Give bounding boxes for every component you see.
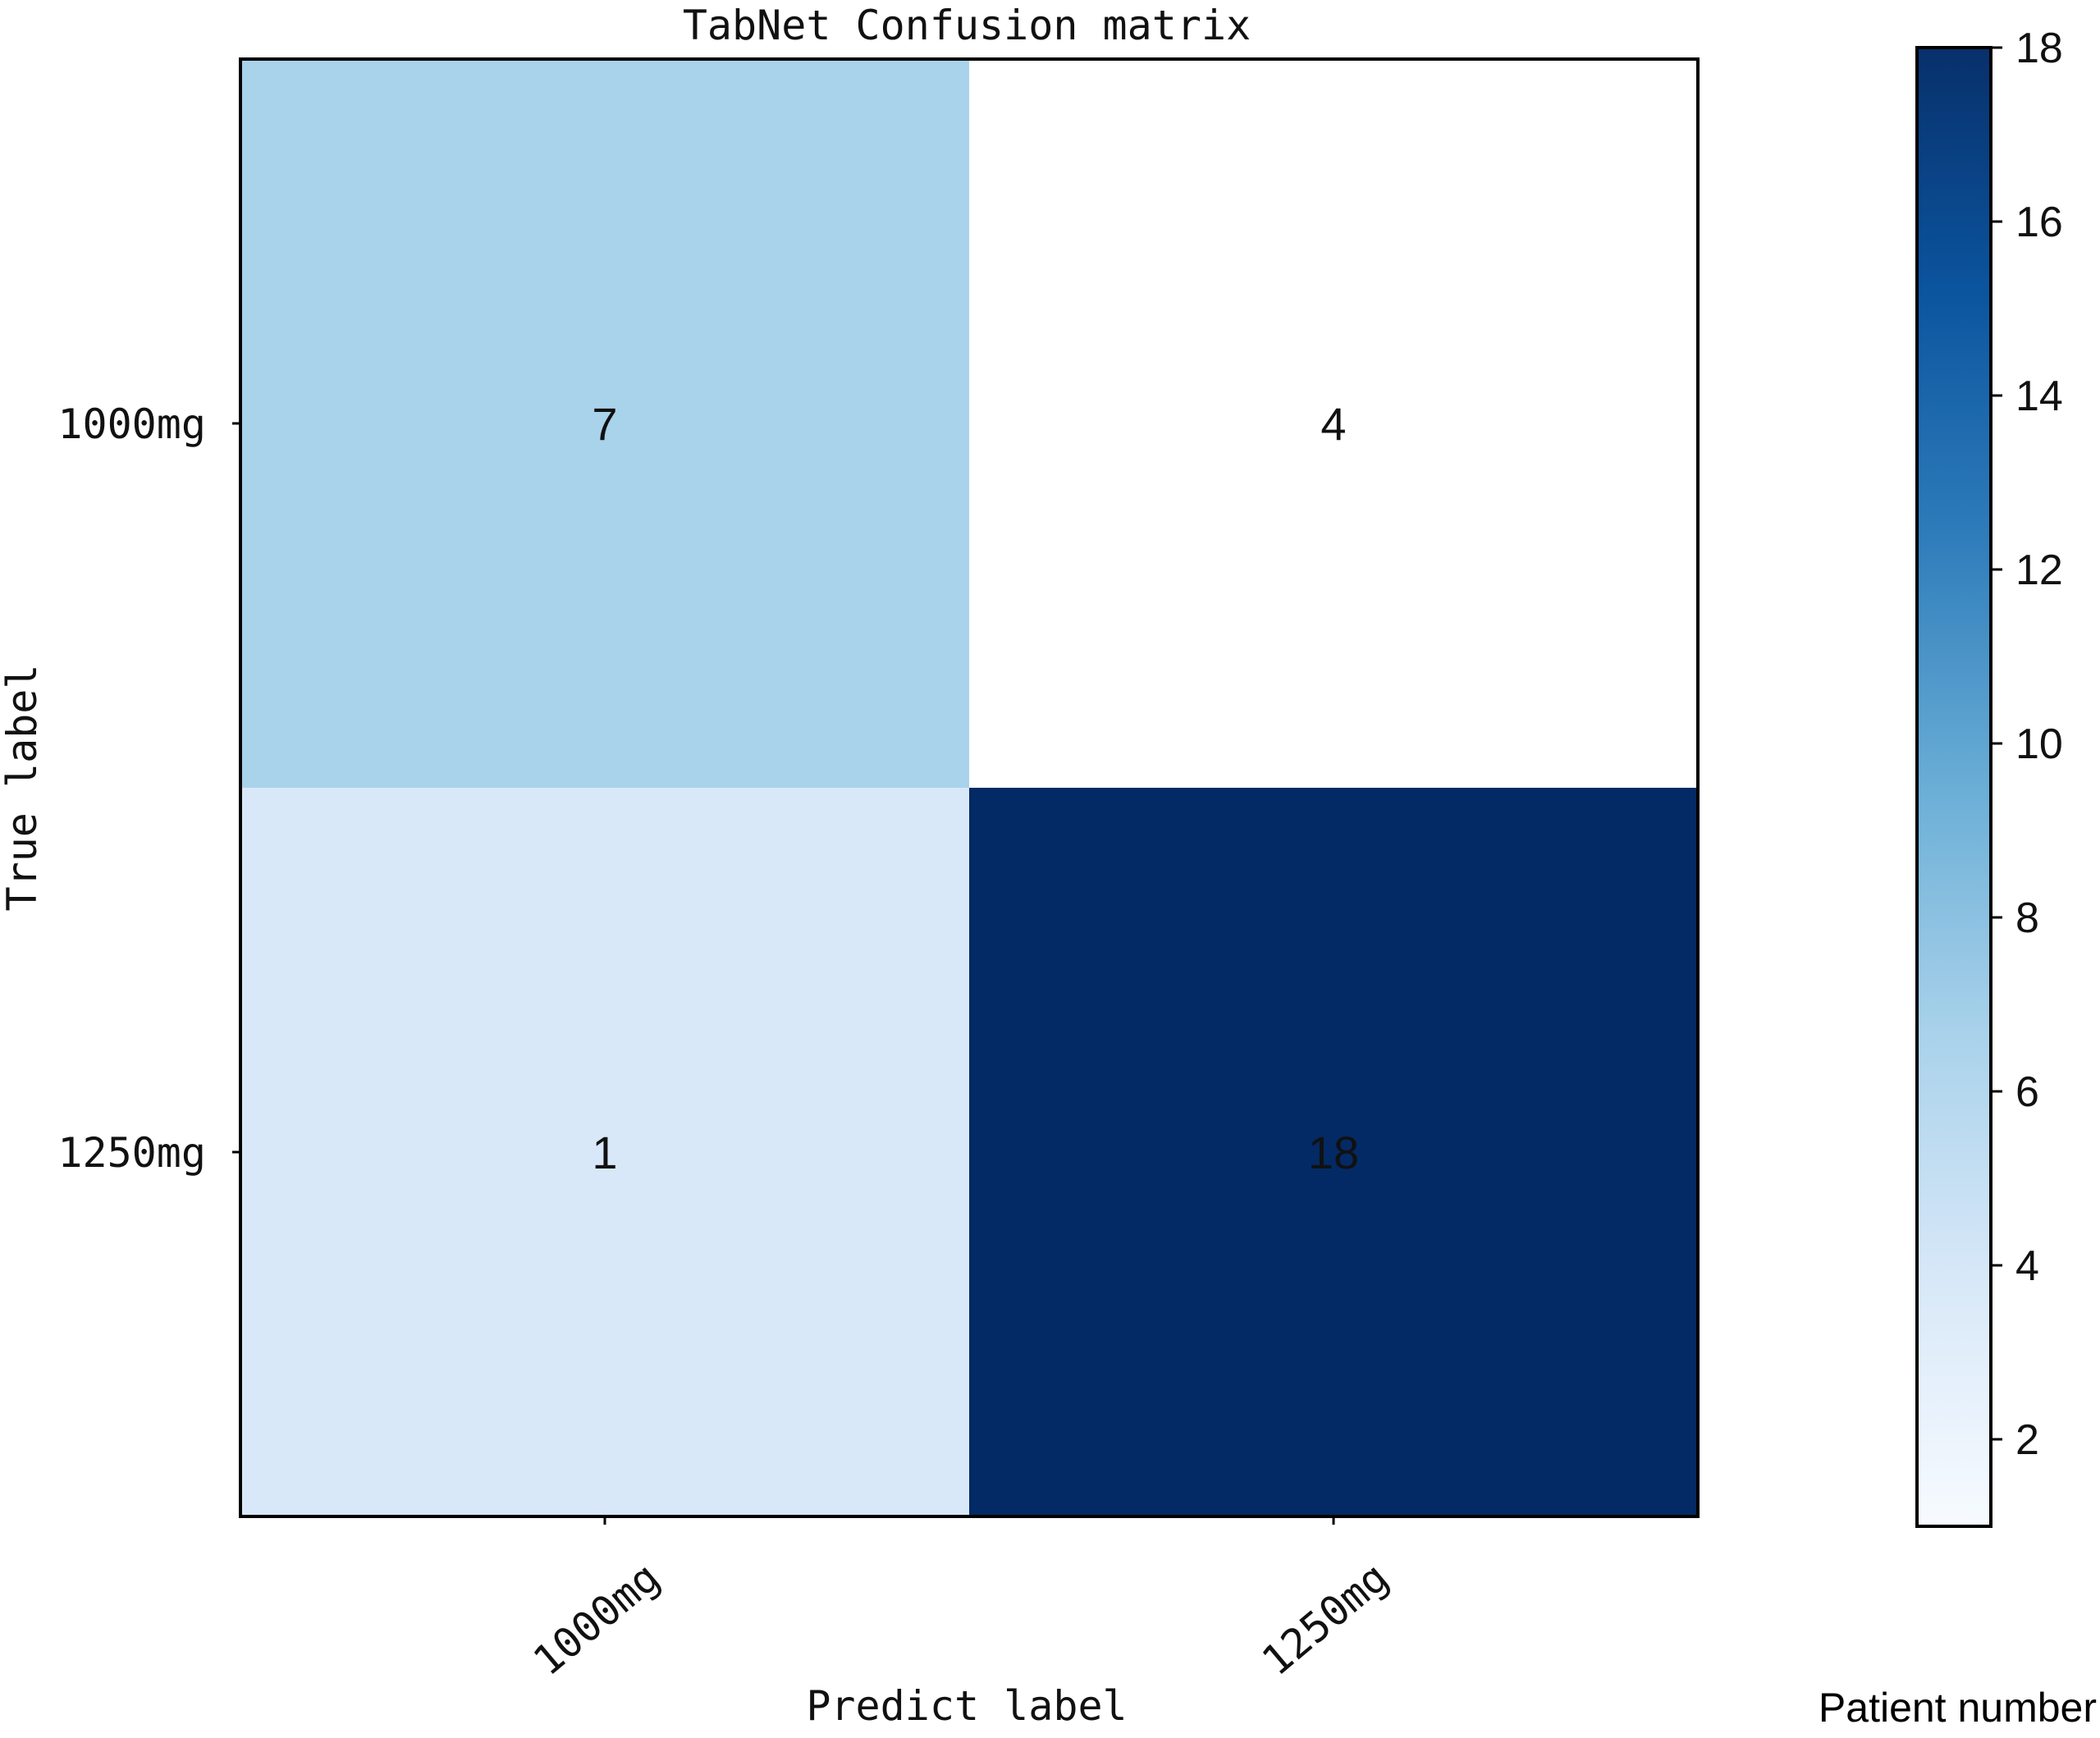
colorbar-tick-label-6: 14 — [2015, 373, 2063, 420]
cell-value-r0-c1: 4 — [1320, 398, 1346, 450]
heatmap-cells — [240, 59, 1698, 1516]
colorbar-tick-label-4: 10 — [2015, 720, 2063, 768]
x-tick-labels: 1000mg 1250mg — [524, 1516, 1398, 1685]
colorbar-tick-label-5: 12 — [2015, 547, 2063, 594]
colorbar-ticks: 2 4 6 8 10 12 14 16 18 — [1991, 25, 2063, 1464]
colorbar-tick-label-0: 2 — [2015, 1416, 2039, 1464]
cell-value-r1-c0: 1 — [592, 1127, 617, 1178]
y-tick-label-1: 1250mg — [57, 1129, 206, 1177]
chart-title: TabNet Confusion matrix — [683, 2, 1251, 49]
heatmap-cell-r1-c1 — [969, 788, 1698, 1516]
x-axis-label: Predict label — [806, 1682, 1127, 1730]
cell-value-r1-c1: 18 — [1308, 1127, 1359, 1178]
y-axis-label: True label — [0, 664, 46, 911]
colorbar-tick-label-8: 18 — [2015, 25, 2063, 72]
x-tick-label-0: 1000mg — [524, 1553, 669, 1685]
heatmap-cell-values: 7 4 1 18 — [592, 398, 1359, 1178]
colorbar-tick-label-7: 16 — [2015, 199, 2063, 246]
heatmap-cell-r0-c1 — [969, 59, 1698, 788]
colorbar-tick-label-3: 8 — [2015, 894, 2039, 942]
cell-value-r0-c0: 7 — [592, 398, 617, 450]
heatmap-cell-r1-c0 — [240, 788, 969, 1516]
plot-frame — [239, 57, 1700, 1518]
y-tick-label-0: 1000mg — [57, 400, 206, 448]
colorbar — [1915, 46, 1992, 1528]
colorbar-tick-label-1: 4 — [2015, 1242, 2039, 1290]
heatmap-cell-r0-c0 — [240, 59, 969, 788]
x-tick-label-1: 1250mg — [1253, 1553, 1398, 1685]
colorbar-label: Patient number — [1819, 1685, 2097, 1731]
y-tick-labels: 1000mg 1250mg — [57, 400, 240, 1177]
colorbar-tick-label-2: 6 — [2015, 1068, 2039, 1116]
